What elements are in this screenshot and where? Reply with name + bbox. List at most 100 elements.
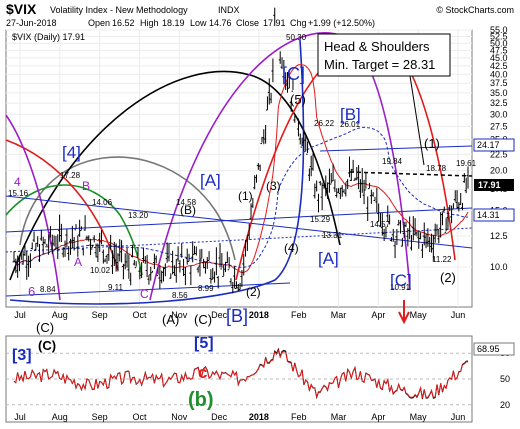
price-y-tick: 22.5: [490, 149, 508, 159]
cycle-arc-blue: [9, 39, 305, 305]
price-x-tick: Jul: [14, 310, 26, 320]
price-x-tick: Nov: [171, 310, 188, 320]
price-label: 17.28: [60, 171, 81, 180]
price-y-tick: 52.5: [490, 31, 508, 41]
chart-symbol: $VIX: [6, 1, 37, 17]
rsi-y-axis: 805020: [500, 348, 510, 410]
chg-label: Chg: [290, 18, 307, 28]
rsi-x-tick: Apr: [371, 412, 385, 422]
close-label: Close: [236, 18, 259, 28]
rsi-signal-line: [13, 348, 469, 399]
rsi-panel: [5, 335, 473, 423]
trendline-upper: [5, 195, 473, 249]
price-x-tick: Jun: [451, 310, 466, 320]
callout-pointer: [409, 75, 425, 166]
price-y-tick: 35.0: [490, 88, 508, 98]
price-x-tick: Dec: [211, 310, 228, 320]
price-y-tick: 42.5: [490, 61, 508, 71]
wave-labels: 4 [4] B A C 6 [A] (B) (1) (2) (3) (4) [C] (5) [B] [A] [C…: [14, 64, 456, 301]
price-label: 15.29: [310, 215, 331, 224]
price-x-tick: Sep: [92, 310, 108, 320]
wave-label: (B): [180, 203, 196, 217]
price-label: 11.22: [432, 255, 452, 264]
wave-label: (2): [246, 285, 261, 299]
price-y-tick: 10.0: [490, 262, 508, 272]
price-label: 8.99: [198, 284, 214, 293]
rsi-wave-label: c: [198, 363, 207, 382]
rsi-x-tick: Dec: [211, 412, 228, 422]
price-x-tick: Oct: [132, 310, 147, 320]
wave-label: [A]: [318, 249, 339, 268]
open-value: 16.52: [112, 18, 135, 28]
price-label: 26.01: [340, 120, 361, 129]
below-label: (C): [194, 312, 212, 327]
price-x-tick: Apr: [371, 310, 385, 320]
badge-24-17: 24.17: [477, 140, 500, 150]
rsi-last-badge: 68.95: [477, 344, 500, 354]
wave-label: C: [140, 287, 149, 301]
price-label: 50.30: [286, 33, 307, 42]
head-shoulders-neckline: [349, 171, 473, 177]
price-y-tick: 47.5: [490, 45, 508, 55]
low-value: 14.76: [209, 18, 232, 28]
wave-label: [B]: [340, 105, 361, 124]
chart-name: Volatility Index - New Methodology: [50, 5, 188, 15]
price-y-tick: 32.5: [490, 98, 508, 108]
price-y-tick: 20.0: [490, 166, 508, 176]
price-y-tick: 37.5: [490, 78, 508, 88]
target-arrow: [398, 300, 410, 325]
price-x-tick: Feb: [291, 310, 307, 320]
below-label: (C): [36, 320, 54, 335]
price-label: 14.06: [92, 198, 113, 207]
rsi-x-tick: Jun: [451, 412, 466, 422]
price-label: 15.16: [8, 189, 29, 198]
price-y-tick: 55.0: [490, 25, 508, 35]
rsi-wave-label: [3]: [12, 347, 32, 364]
price-label: 26.22: [314, 119, 335, 128]
resistance-line: [319, 145, 473, 152]
wave-label: [C]: [390, 271, 412, 290]
cycle-arc-purple: [5, 114, 61, 301]
price-label: 10.02: [90, 266, 111, 275]
price-label: 14.57: [370, 220, 391, 229]
callout-line1: Head & Shoulders: [324, 39, 430, 54]
wave-label: (2): [440, 270, 456, 285]
rsi-x-tick: Sep: [92, 412, 108, 422]
below-axis-labels: (C) (A) (C) [B]: [36, 306, 248, 335]
rsi-wave-label: [5]: [194, 335, 214, 352]
high-value: 18.19: [162, 18, 185, 28]
rsi-x-axis: Jul Aug Sep Oct Nov Dec 2018 Feb Mar Apr May Jun: [14, 412, 465, 422]
price-grid: [6, 29, 472, 307]
rsi-x-tick: Nov: [171, 412, 188, 422]
wave-label: (5): [290, 92, 306, 107]
price-label: 13.31: [322, 231, 343, 240]
callout-line2: Min. Target = 28.31: [324, 57, 435, 72]
price-label: 19.84: [382, 157, 403, 166]
price-x-axis: Jul Aug Sep Oct Nov Dec 2018 Feb Mar Apr May Jun: [14, 310, 465, 320]
low-label: Low: [190, 18, 207, 28]
moving-average-blue: [13, 126, 469, 268]
wave-label: [4]: [62, 143, 81, 162]
price-label: 10.91: [390, 283, 411, 292]
rsi-x-tick: May: [410, 412, 428, 422]
price-y-tick: 30.0: [490, 109, 508, 119]
price-y-tick: 50.0: [490, 38, 508, 48]
wave-label: [A]: [200, 171, 221, 190]
price-label: 8.84: [40, 285, 56, 294]
callout-box: Head & Shoulders Min. Target = 28.31: [317, 33, 451, 166]
badge-14-31: 14.31: [477, 210, 500, 220]
rsi-x-tick: Jul: [14, 412, 26, 422]
wave-label: (4): [284, 241, 299, 255]
price-legend: $VIX (Daily) 17.91: [12, 32, 85, 42]
price-label: 9.11: [108, 283, 124, 292]
wave-label: (1): [238, 189, 253, 203]
price-y-tick: 45.0: [490, 53, 508, 63]
price-bars: [12, 7, 469, 294]
rsi-x-tick: 2018: [249, 412, 269, 422]
open-label: Open: [88, 18, 110, 28]
price-x-tick: 2018: [249, 310, 269, 320]
rsi-wave-label: (b): [188, 389, 214, 411]
price-y-tick: 12.5: [490, 231, 508, 241]
rsi-y-tick: 20: [500, 400, 510, 410]
